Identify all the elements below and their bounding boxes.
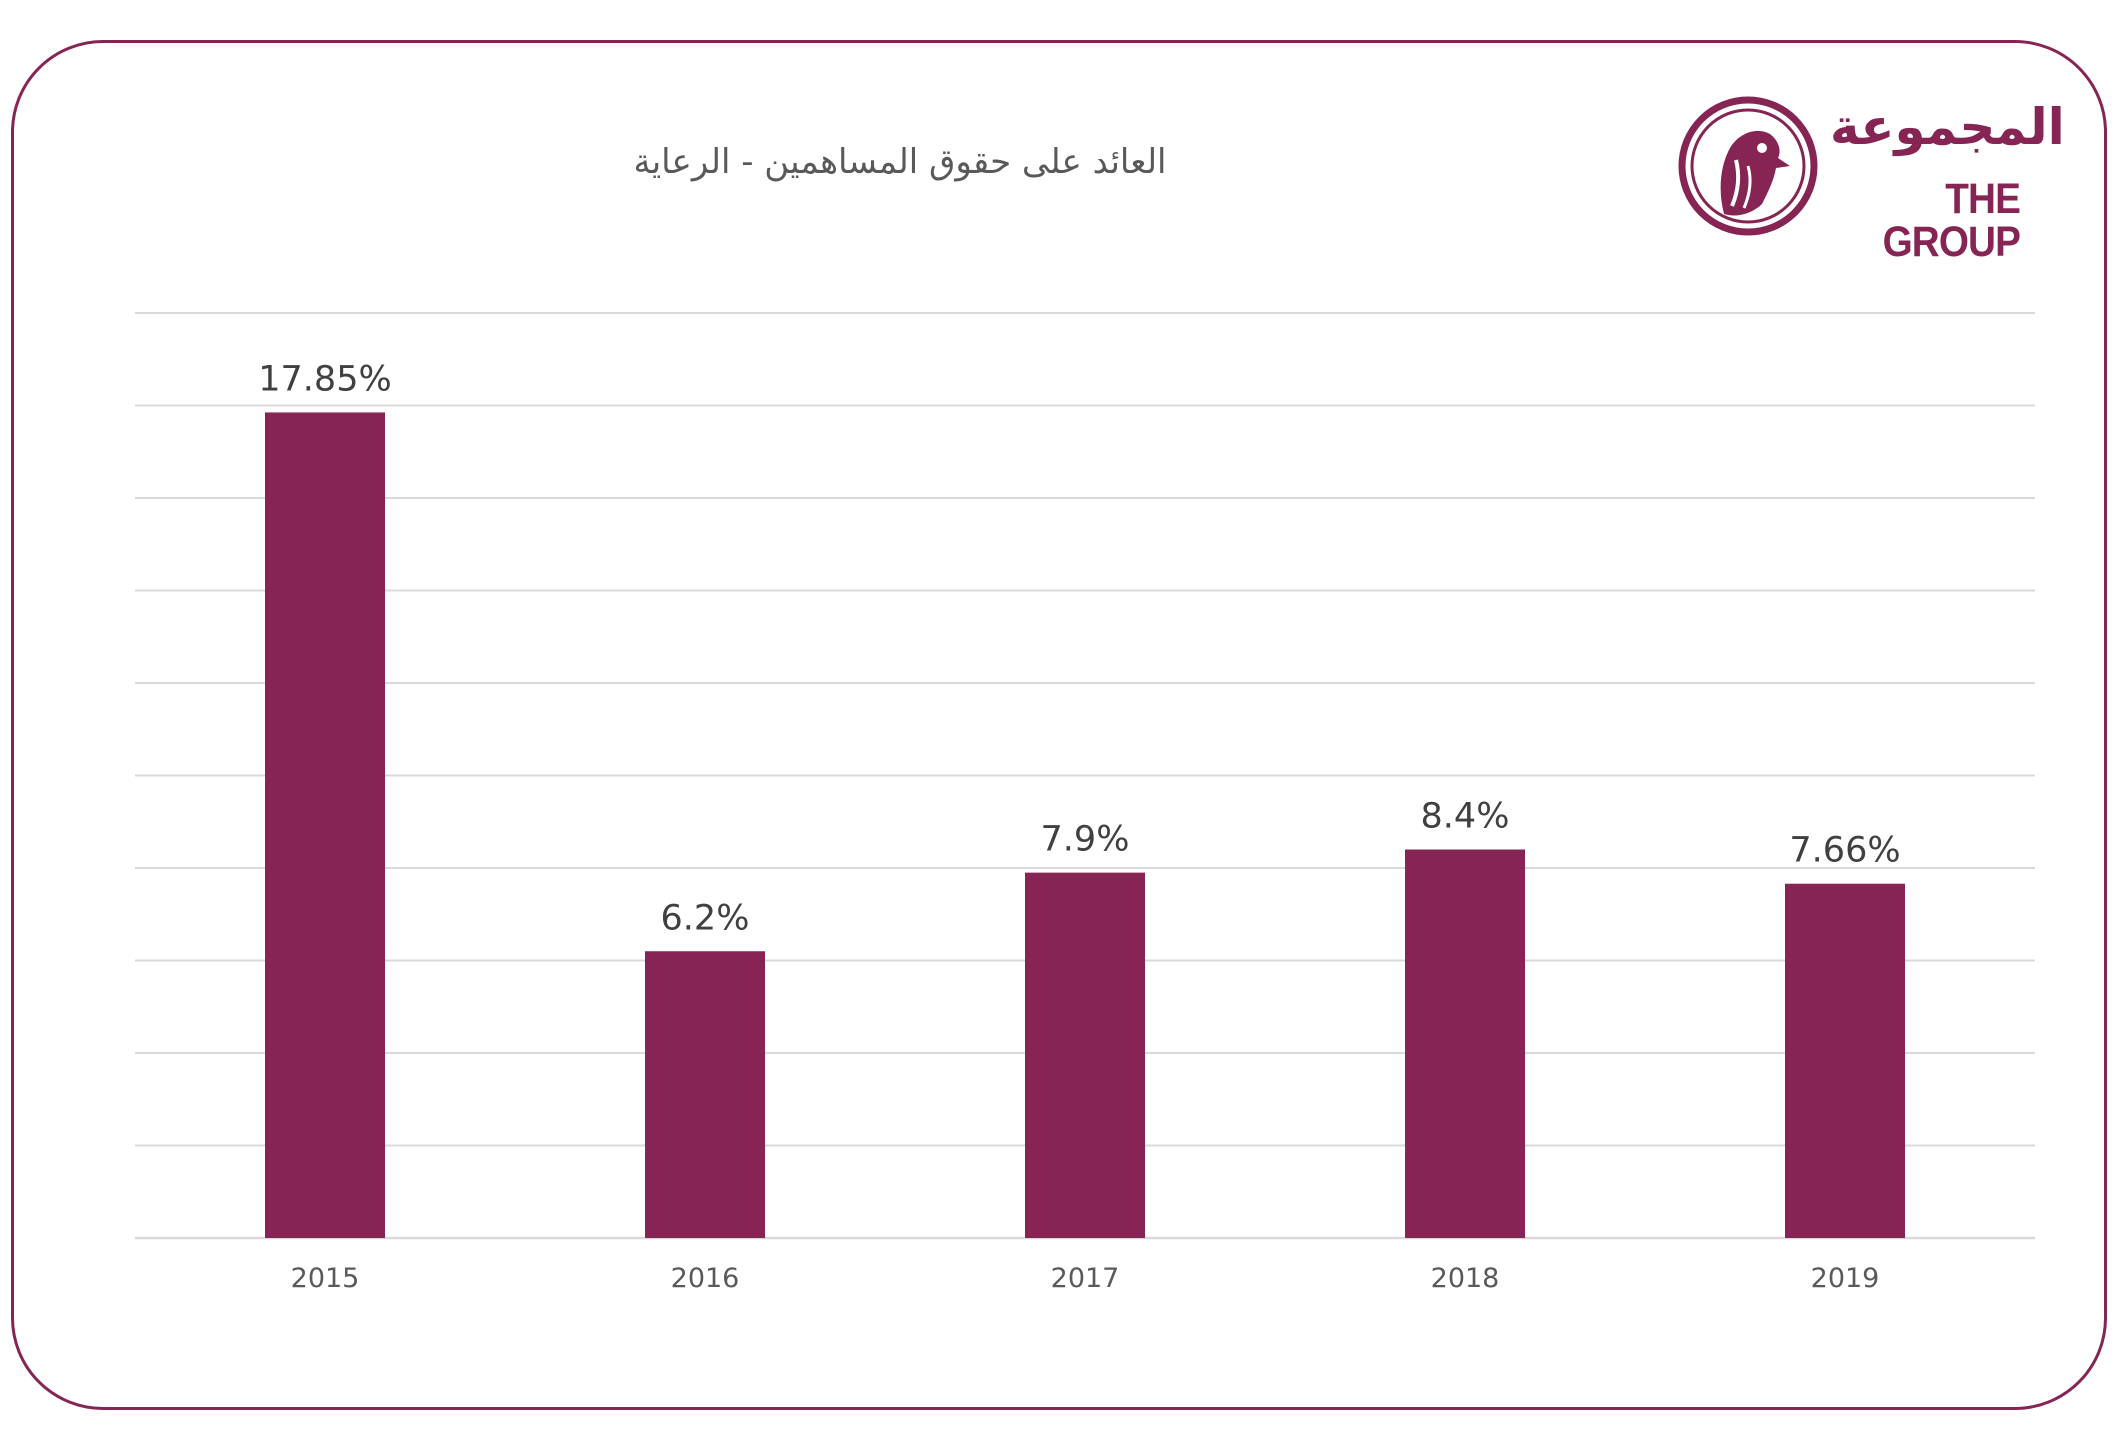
data-label-2019: 7.66%	[1789, 831, 1900, 871]
data-label-2015: 17.85%	[258, 359, 391, 399]
data-labels: 17.85% 6.2% 7.9% 8.4% 7.66%	[258, 359, 1900, 938]
data-label-2018: 8.4%	[1421, 797, 1510, 837]
x-tick-2015: 2015	[291, 1263, 360, 1294]
data-label-2016: 6.2%	[661, 898, 750, 938]
bar-2018	[1405, 849, 1525, 1238]
chart-frame	[11, 40, 2107, 1410]
x-axis-ticks: 2015 2016 2017 2018 2019	[291, 1263, 1880, 1294]
chart-title: العائد على حقوق المساهمين - الرعاية	[633, 142, 1167, 182]
bar-2016	[645, 951, 765, 1238]
bar-2019	[1785, 883, 1905, 1238]
group-logo	[1678, 96, 1818, 236]
x-tick-2018: 2018	[1431, 1263, 1500, 1294]
bar-2015	[265, 412, 385, 1238]
bars	[265, 412, 1905, 1238]
x-tick-2016: 2016	[671, 1263, 740, 1294]
logo-english-text: THE GROUP	[1882, 175, 2021, 266]
falcon-icon	[1678, 96, 1818, 236]
x-tick-2019: 2019	[1811, 1263, 1880, 1294]
x-tick-2017: 2017	[1051, 1263, 1120, 1294]
data-label-2017: 7.9%	[1041, 820, 1130, 860]
bar-2017	[1025, 872, 1145, 1238]
